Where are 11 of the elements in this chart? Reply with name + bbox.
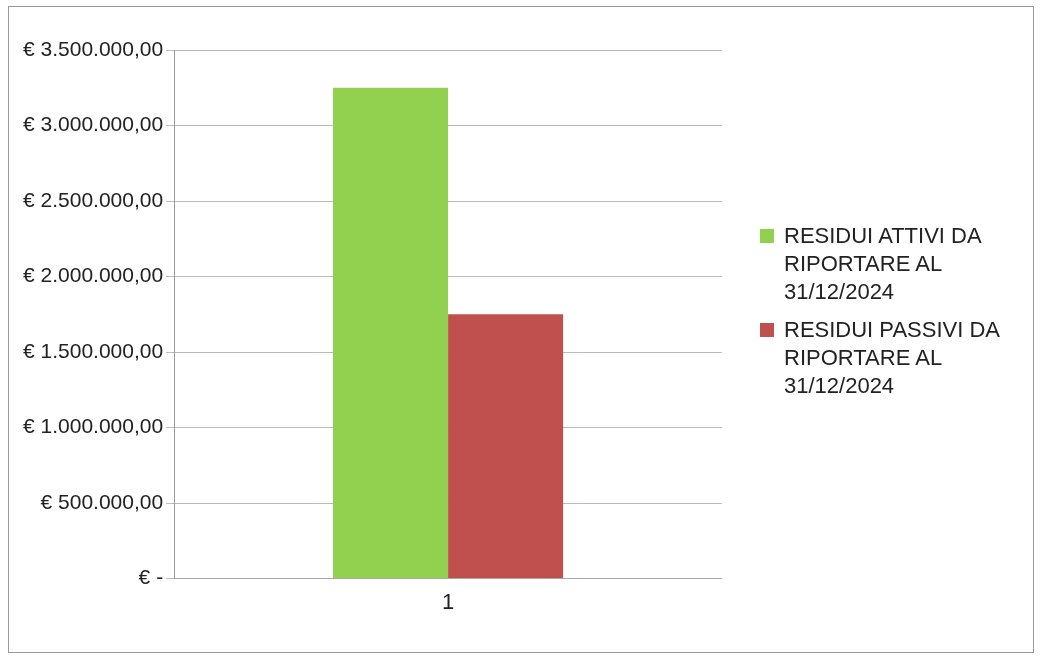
y-tick-label: € - <box>138 565 164 589</box>
y-tick-label: € 1.000.000,00 <box>22 414 164 438</box>
y-tick-label: € 1.500.000,00 <box>22 338 164 362</box>
legend-label: RESIDUI PASSIVI DA RIPORTARE AL 31/12/2024 <box>784 316 1001 400</box>
y-tick-label: € 2.500.000,00 <box>22 187 164 211</box>
y-tick-label: € 3.500.000,00 <box>22 36 164 60</box>
legend-label: RESIDUI ATTIVI DA RIPORTARE AL 31/12/2024 <box>784 222 982 306</box>
x-tick-label: 1 <box>441 588 455 614</box>
y-tick-label: € 3.000.000,00 <box>22 112 164 136</box>
y-tick-label: € 500.000,00 <box>40 489 164 513</box>
y-tick-label: € 2.000.000,00 <box>22 263 164 287</box>
